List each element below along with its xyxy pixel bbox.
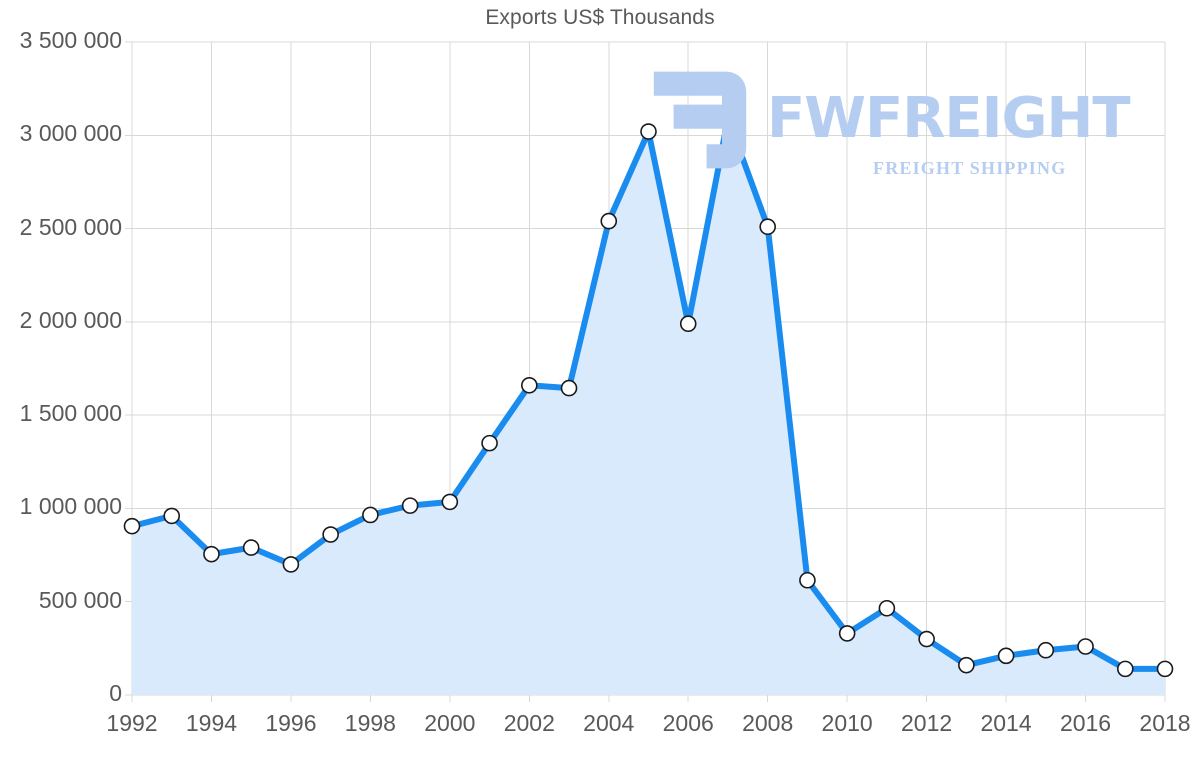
area-fill (132, 118, 1165, 696)
data-point-marker[interactable] (679, 315, 697, 333)
chart-title: Exports US$ Thousands (485, 6, 715, 29)
x-axis-tick-label: 2002 (503, 710, 555, 736)
y-axis-tick-label: 3 500 000 (19, 27, 122, 53)
data-point-marker[interactable] (362, 506, 379, 524)
data-point-marker[interactable] (441, 493, 459, 511)
x-axis-tick-label: 2012 (901, 710, 953, 736)
data-point-marker[interactable] (481, 434, 498, 452)
data-point-marker[interactable] (958, 656, 975, 674)
x-axis-tick-label: 2000 (424, 710, 476, 736)
data-point-marker[interactable] (322, 526, 339, 543)
data-point-marker[interactable] (1156, 660, 1174, 678)
data-point-marker[interactable] (123, 517, 141, 535)
x-axis-tick-label: 2018 (1139, 710, 1191, 736)
y-axis-tick-label: 1 500 000 (19, 400, 122, 427)
y-axis-tick-label: 2 000 000 (19, 306, 122, 333)
data-point-marker[interactable] (799, 571, 816, 589)
y-axis-tick-label: 500 000 (38, 586, 122, 613)
data-point-marker[interactable] (521, 376, 538, 394)
data-point-marker[interactable] (203, 545, 220, 563)
data-point-marker[interactable] (838, 625, 856, 642)
x-axis-tick-label: 2016 (1059, 710, 1112, 736)
data-point-marker[interactable] (640, 123, 657, 140)
data-point-marker[interactable] (163, 507, 181, 525)
data-point-marker[interactable] (600, 212, 618, 230)
x-axis-tick-label: 1994 (185, 710, 238, 736)
x-axis-tick-label: 2008 (742, 710, 794, 736)
y-axis-tick-label: 3 000 000 (19, 120, 122, 147)
data-point-marker[interactable] (878, 599, 896, 617)
data-point-marker[interactable] (401, 497, 419, 514)
x-axis-tick-label: 2004 (583, 710, 635, 736)
y-axis-tick-label: 2 500 000 (19, 213, 122, 240)
x-axis-tick-label: 2010 (821, 710, 873, 736)
data-point-marker[interactable] (560, 379, 578, 397)
x-axis-tick-label: 1996 (265, 710, 317, 736)
x-axis-tick-label: 1998 (344, 710, 396, 736)
data-point-marker[interactable] (1116, 660, 1134, 678)
area-fill-path (132, 118, 1165, 696)
x-axis-tick-label: 2014 (980, 710, 1032, 736)
data-point-marker[interactable] (1037, 641, 1055, 659)
data-point-markers (123, 110, 1174, 678)
data-point-marker[interactable] (282, 556, 300, 573)
data-point-marker[interactable] (759, 218, 776, 236)
data-point-marker[interactable] (997, 647, 1015, 665)
data-point-marker[interactable] (719, 110, 737, 127)
x-axis-tick-label: 2006 (662, 710, 714, 736)
y-axis-tick-label: 1 000 000 (19, 493, 122, 520)
y-axis-tick-label: 0 (109, 680, 122, 706)
x-axis-tick-label: 1992 (106, 710, 158, 736)
data-point-marker[interactable] (918, 630, 935, 648)
data-point-marker[interactable] (1077, 638, 1094, 655)
data-point-marker[interactable] (242, 539, 260, 556)
